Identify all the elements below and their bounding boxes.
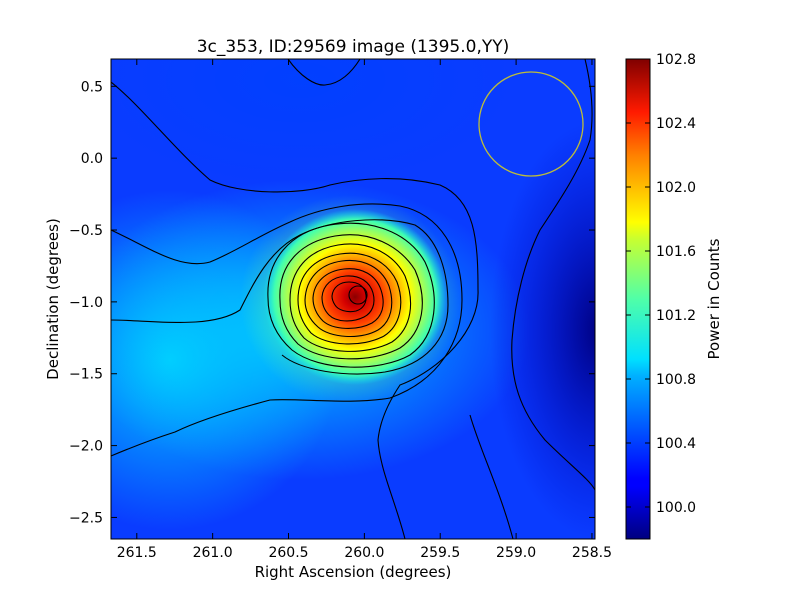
annotation-circle [478, 71, 584, 177]
contour-ring-8 [331, 281, 367, 313]
x-axis: 261.5 261.0 260.5 260.0 259.5 259.0 258.5 [117, 59, 612, 561]
colorbar-tick-label: 101.2 [656, 308, 696, 324]
x-tick-label: 261.5 [117, 545, 157, 561]
x-tick-label: 260.0 [344, 545, 384, 561]
colorbar-tick-label: 100.8 [656, 372, 696, 388]
colorbar-tick-label: 100.0 [656, 500, 696, 516]
colorbar-tick-label: 100.4 [656, 436, 696, 452]
contour-peak [348, 285, 368, 305]
contour-ring-6 [312, 268, 384, 329]
y-tick-label: −2.0 [69, 439, 103, 455]
x-axis-label: Right Ascension (degrees) [255, 563, 452, 581]
contour-mid-left [111, 203, 463, 457]
y-tick-label: 0.5 [81, 79, 103, 95]
contour-ring-3 [289, 243, 412, 352]
colorbar-tick-label: 102.0 [656, 180, 696, 196]
y-tick-label: 0.0 [81, 151, 103, 167]
x-tick-label: 259.0 [496, 545, 536, 561]
colorbar-tick-label: 102.4 [656, 116, 696, 132]
plot-area [111, 59, 595, 539]
x-tick-label: 260.5 [268, 545, 308, 561]
contour-ring-4 [297, 252, 402, 345]
contour-ring-5 [304, 259, 393, 338]
colorbar-label: Power in Counts [705, 238, 723, 359]
x-tick-label: 258.5 [572, 545, 612, 561]
contour-upper-left [111, 81, 479, 539]
colorbar-tick-label: 101.6 [656, 244, 696, 260]
contour-ring-7 [321, 275, 375, 322]
heatmap-region-dark-right [490, 120, 595, 539]
colorbar-tick-label: 102.8 [656, 52, 696, 68]
chart-title: 3c_353, ID:29569 image (1395.0,YY) [197, 37, 510, 57]
contour-lower-left [111, 219, 449, 375]
contour-ring-1 [267, 222, 435, 368]
y-axis: 0.5 0.0 −0.5 −1.0 −1.5 −2.0 −2.5 [69, 79, 595, 526]
y-axis-label: Declination (degrees) [44, 218, 62, 380]
colorbar-axis: 100.0 100.4 100.8 101.2 101.6 102.0 102.4 102.8 [626, 52, 696, 516]
y-tick-label: −1.5 [69, 367, 103, 383]
y-tick-label: −1.0 [69, 295, 103, 311]
contour-top-arc [287, 59, 361, 86]
contour-bottom-right [469, 414, 514, 539]
plot-frame [110, 58, 596, 540]
x-tick-label: 261.0 [193, 545, 233, 561]
contour-ring-2 [279, 234, 423, 360]
x-tick-label: 259.5 [420, 545, 460, 561]
colorbar [625, 58, 651, 540]
heatmap-region-blue-top [111, 59, 520, 190]
y-tick-label: −0.5 [69, 223, 103, 239]
y-tick-label: −2.5 [69, 510, 103, 526]
contour-lines [111, 59, 595, 539]
contour-right [511, 59, 595, 491]
